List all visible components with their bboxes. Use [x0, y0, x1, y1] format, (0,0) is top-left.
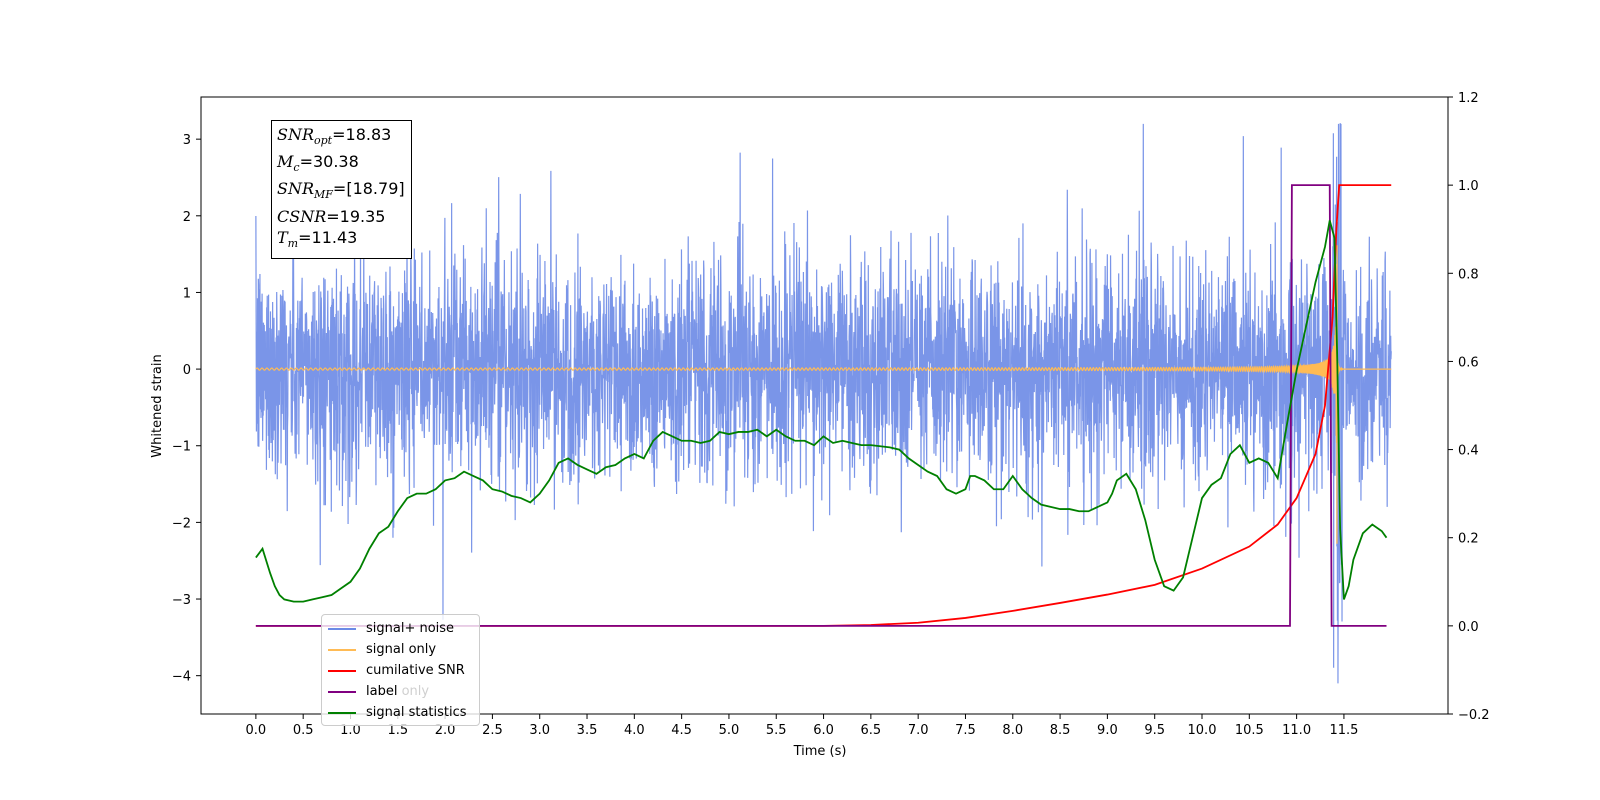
y-right-tick-label: 1.2 [1458, 91, 1479, 106]
y-right-tick-label: 0.2 [1458, 532, 1479, 547]
legend-label-hidden: label only [366, 684, 430, 699]
x-tick-label: 3.0 [529, 723, 550, 738]
y-axis-label: Whitened strain [150, 354, 165, 457]
x-tick-label: 0.5 [293, 723, 314, 738]
legend-label: signal statistics [366, 705, 467, 720]
legend-swatch [328, 669, 356, 672]
x-axis: 0.0 0.5 1.0 1.5 2.0 2.5 3.0 3.5 4.0 4.5 5.0 5.5 6.0 6… [246, 714, 1358, 738]
y-right-tick-label: 0.4 [1458, 444, 1479, 459]
legend-swatch [328, 690, 356, 693]
legend-entry-label: label only label [322, 681, 479, 702]
annotation-csnr: CSNR=19.35 [277, 206, 386, 226]
x-tick-label: 11.0 [1282, 723, 1311, 738]
stats-annotation-box: SNRopt=18.83 Mc=30.38 SNRMF=[18.79] CSNR… [271, 120, 412, 259]
x-tick-label: 10.0 [1188, 723, 1217, 738]
plot-frame [200, 96, 1449, 715]
annotation-snr-opt: SNRopt=18.83 [277, 125, 392, 148]
series-label [255, 184, 1387, 627]
x-tick-label: 9.5 [1144, 723, 1165, 738]
y-right-tick-label: −0.2 [1458, 708, 1490, 723]
legend-swatch [328, 648, 356, 651]
x-tick-label: 0.0 [246, 723, 267, 738]
y-tick-label: −2 [172, 516, 191, 531]
x-tick-label: 3.5 [577, 723, 598, 738]
y-right-tick-label: 0.8 [1458, 267, 1479, 282]
legend-entry-signal-statistics: signal statistics [322, 702, 479, 723]
legend-swatch [328, 627, 356, 630]
x-tick-label: 9.0 [1097, 723, 1118, 738]
x-tick-label: 5.0 [719, 723, 740, 738]
series-cumulative-snr [255, 184, 1392, 627]
series-signal-only [255, 245, 1392, 544]
x-tick-label: 2.0 [435, 723, 456, 738]
y-tick-label: −4 [172, 670, 191, 685]
series-layer [255, 123, 1392, 684]
y-right-tick-label: 0.6 [1458, 355, 1479, 370]
y-right-tick-label: 0.0 [1458, 620, 1479, 635]
legend-entry-cumulative-snr: cumilative SNR [322, 660, 479, 681]
x-tick-label: 11.5 [1329, 723, 1358, 738]
series-signal-statistics [255, 220, 1388, 603]
series-signal-noise [255, 123, 1392, 684]
y-tick-label: 0 [183, 363, 191, 378]
y-tick-label: 2 [183, 210, 191, 225]
legend-label: cumilative SNR [366, 663, 465, 678]
y-right-tick-label: 1.0 [1458, 179, 1479, 194]
x-tick-label: 8.0 [1002, 723, 1023, 738]
y-tick-label: 1 [183, 286, 191, 301]
x-tick-label: 7.0 [908, 723, 929, 738]
x-tick-label: 8.5 [1050, 723, 1071, 738]
y-axis-right: 1.2 1.0 0.8 0.6 0.4 0.2 0.0 −0.2 [1448, 91, 1490, 723]
legend-label: signal only [366, 642, 437, 657]
x-tick-label: 10.5 [1235, 723, 1264, 738]
y-axis-left: 3 2 1 0 −1 −2 −3 −4 [172, 133, 201, 685]
y-tick-label: −3 [172, 593, 191, 608]
x-tick-label: 4.0 [624, 723, 645, 738]
x-tick-label: 6.0 [813, 723, 834, 738]
legend-label: label [366, 684, 398, 699]
annotation-tm: Tm=11.43 [277, 227, 358, 250]
x-tick-label: 2.5 [482, 723, 503, 738]
legend-label: signal+ noise [366, 621, 455, 636]
annotation-snr-mf: SNRMF=[18.79] [277, 179, 405, 202]
x-tick-label: 6.5 [861, 723, 882, 738]
legend: signal+ noise signal only cumilative SNR… [321, 614, 480, 726]
y-tick-label: −1 [172, 440, 191, 455]
x-tick-label: 5.5 [766, 723, 787, 738]
legend-swatch [328, 711, 356, 714]
legend-entry-signal-only: signal only [322, 639, 479, 660]
legend-entry-signal-noise: signal+ noise [322, 618, 479, 639]
annotation-mc: Mc=30.38 [277, 152, 359, 175]
x-tick-label: 1.0 [340, 723, 361, 738]
x-axis-label: Time (s) [793, 744, 847, 759]
y-tick-label: 3 [183, 133, 191, 148]
x-tick-label: 4.5 [671, 723, 692, 738]
x-tick-label: 7.5 [955, 723, 976, 738]
x-tick-label: 1.5 [387, 723, 408, 738]
